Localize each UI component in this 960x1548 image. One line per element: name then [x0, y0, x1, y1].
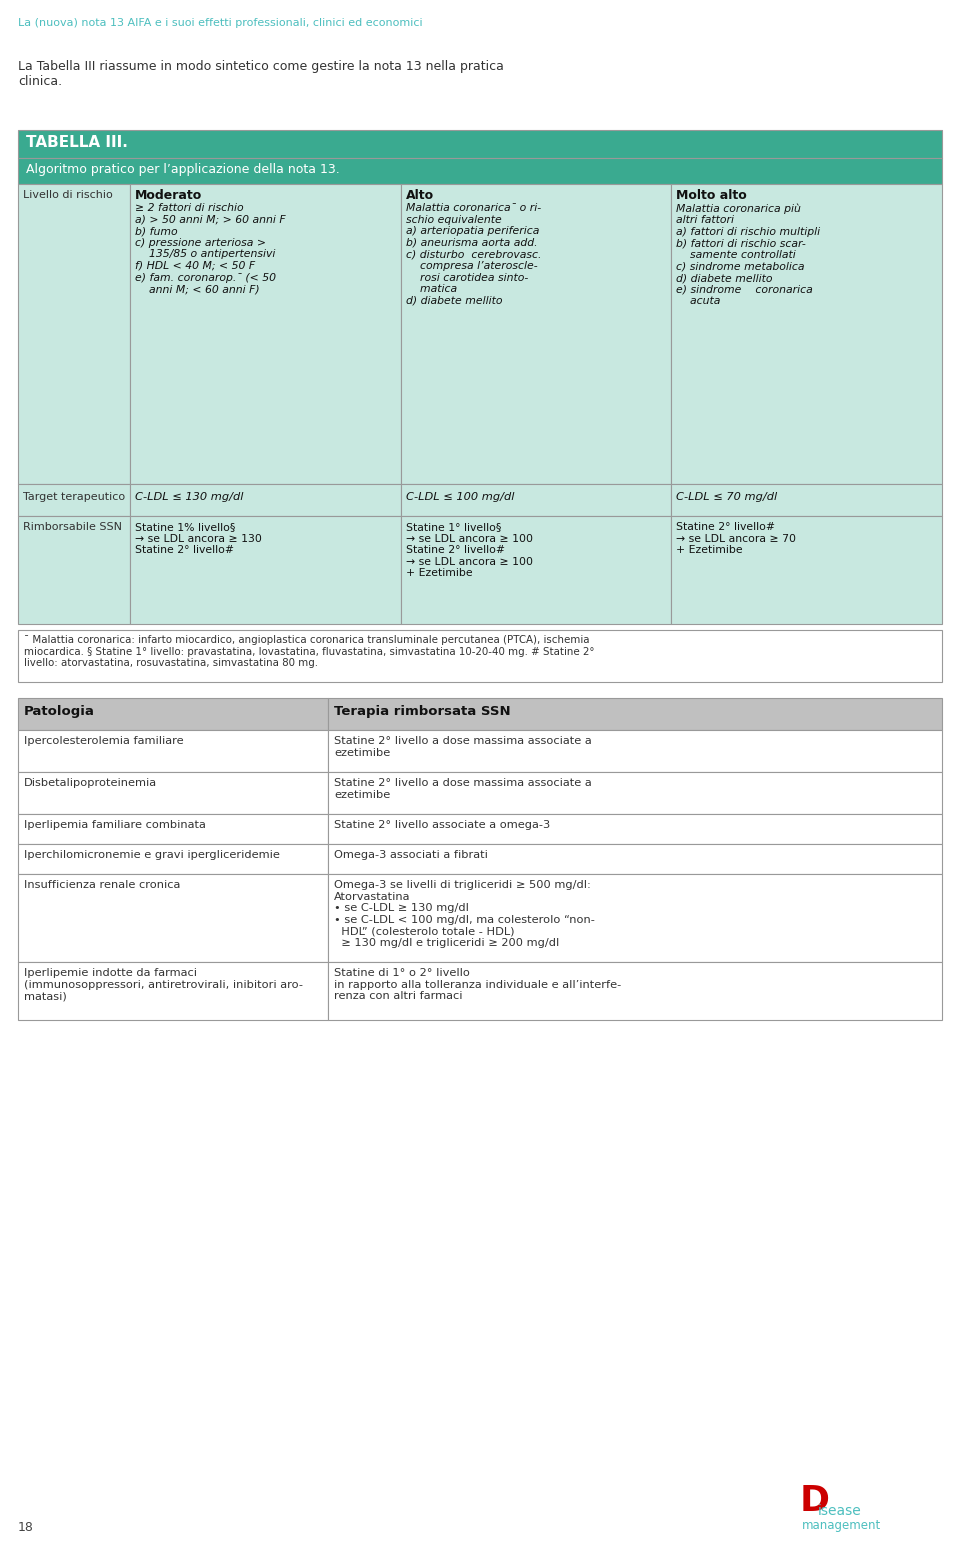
Text: Statine 1% livello§
→ se LDL ancora ≥ 130
Statine 2° livello#: Statine 1% livello§ → se LDL ancora ≥ 13…	[135, 522, 262, 556]
Text: Iperchilomicronemie e gravi ipergliceridemie: Iperchilomicronemie e gravi iperglicerid…	[24, 850, 280, 861]
Bar	[18, 814, 328, 844]
Bar	[671, 485, 942, 515]
Text: C-LDL ≤ 70 mg/dl: C-LDL ≤ 70 mg/dl	[677, 492, 778, 502]
Text: Livello di rischio: Livello di rischio	[23, 190, 112, 200]
Text: La Tabella III riassume in modo sintetico come gestire la nota 13 nella pratica
: La Tabella III riassume in modo sintetic…	[18, 60, 504, 88]
Text: Statine di 1° o 2° livello
in rapporto alla tolleranza individuale e all’interfe: Statine di 1° o 2° livello in rapporto a…	[334, 968, 621, 1002]
Bar	[328, 961, 942, 1020]
Bar	[18, 130, 942, 158]
Text: Moderato: Moderato	[135, 189, 203, 201]
Bar	[400, 515, 671, 624]
Bar	[130, 184, 400, 485]
Text: D: D	[800, 1485, 830, 1519]
Text: C-LDL ≤ 100 mg/dl: C-LDL ≤ 100 mg/dl	[406, 492, 514, 502]
Bar	[18, 184, 130, 485]
Bar	[18, 731, 328, 772]
Text: TABELLA III.: TABELLA III.	[26, 135, 128, 150]
Bar	[130, 485, 400, 515]
Text: Statine 2° livello#
→ se LDL ancora ≥ 70
+ Ezetimibe: Statine 2° livello# → se LDL ancora ≥ 70…	[677, 522, 797, 556]
Text: Ipercolesterolemia familiare: Ipercolesterolemia familiare	[24, 735, 183, 746]
Text: Terapia rimborsata SSN: Terapia rimborsata SSN	[334, 704, 511, 718]
Text: Insufficienza renale cronica: Insufficienza renale cronica	[24, 879, 180, 890]
Text: Algoritmo pratico per l’applicazione della nota 13.: Algoritmo pratico per l’applicazione del…	[26, 163, 340, 176]
Bar	[18, 630, 942, 683]
Text: 18: 18	[18, 1522, 34, 1534]
Bar	[671, 184, 942, 485]
Text: ˉ Malattia coronarica: infarto miocardico, angioplastica coronarica transluminal: ˉ Malattia coronarica: infarto miocardic…	[24, 635, 594, 669]
Text: Omega-3 associati a fibrati: Omega-3 associati a fibrati	[334, 850, 488, 861]
Text: ≥ 2 fattori di rischio
a) > 50 anni M; > 60 anni F
b) fumo
c) pressione arterios: ≥ 2 fattori di rischio a) > 50 anni M; >…	[135, 203, 286, 294]
Bar	[18, 485, 130, 515]
Text: Omega-3 se livelli di trigliceridi ≥ 500 mg/dl:
Atorvastatina
• se C-LDL ≥ 130 m: Omega-3 se livelli di trigliceridi ≥ 500…	[334, 879, 595, 947]
Text: Iperlipemia familiare combinata: Iperlipemia familiare combinata	[24, 820, 205, 830]
Bar	[18, 158, 942, 184]
Text: Malattia coronaricaˉ o ri-
schio equivalente
a) arteriopatia periferica
b) aneur: Malattia coronaricaˉ o ri- schio equival…	[406, 203, 541, 307]
Bar	[328, 731, 942, 772]
Bar	[18, 875, 328, 961]
Text: Statine 2° livello a dose massima associate a
ezetimibe: Statine 2° livello a dose massima associ…	[334, 779, 591, 800]
Bar	[328, 875, 942, 961]
Bar	[400, 485, 671, 515]
Text: Statine 2° livello a dose massima associate a
ezetimibe: Statine 2° livello a dose massima associ…	[334, 735, 591, 757]
Bar	[18, 698, 328, 731]
Text: Disbetalipoproteinemia: Disbetalipoproteinemia	[24, 779, 157, 788]
Text: management: management	[802, 1519, 881, 1533]
Bar	[328, 814, 942, 844]
Bar	[328, 844, 942, 875]
Bar	[18, 844, 328, 875]
Bar	[18, 961, 328, 1020]
Bar	[328, 772, 942, 814]
Text: Target terapeutico: Target terapeutico	[23, 492, 125, 502]
Bar	[130, 515, 400, 624]
Bar	[328, 698, 942, 731]
Bar	[18, 515, 130, 624]
Text: Statine 1° livello§
→ se LDL ancora ≥ 100
Statine 2° livello#
→ se LDL ancora ≥ : Statine 1° livello§ → se LDL ancora ≥ 10…	[406, 522, 533, 579]
Text: Patologia: Patologia	[24, 704, 95, 718]
Bar	[400, 184, 671, 485]
Text: La (nuova) nota 13 AIFA e i suoi effetti professionali, clinici ed economici: La (nuova) nota 13 AIFA e i suoi effetti…	[18, 19, 422, 28]
Text: Statine 2° livello associate a omega-3: Statine 2° livello associate a omega-3	[334, 820, 550, 830]
Bar	[18, 772, 328, 814]
Text: isease: isease	[818, 1505, 862, 1519]
Text: Alto: Alto	[406, 189, 434, 201]
Text: C-LDL ≤ 130 mg/dl: C-LDL ≤ 130 mg/dl	[135, 492, 244, 502]
Text: Malattia coronarica più
altri fattori
a) fattori di rischio multipli
b) fattori : Malattia coronarica più altri fattori a)…	[677, 203, 821, 307]
Text: Rimborsabile SSN: Rimborsabile SSN	[23, 522, 122, 533]
Bar	[671, 515, 942, 624]
Text: Molto alto: Molto alto	[677, 189, 747, 201]
Text: Iperlipemie indotte da farmaci
(immunosoppressori, antiretrovirali, inibitori ar: Iperlipemie indotte da farmaci (immunoso…	[24, 968, 303, 1002]
